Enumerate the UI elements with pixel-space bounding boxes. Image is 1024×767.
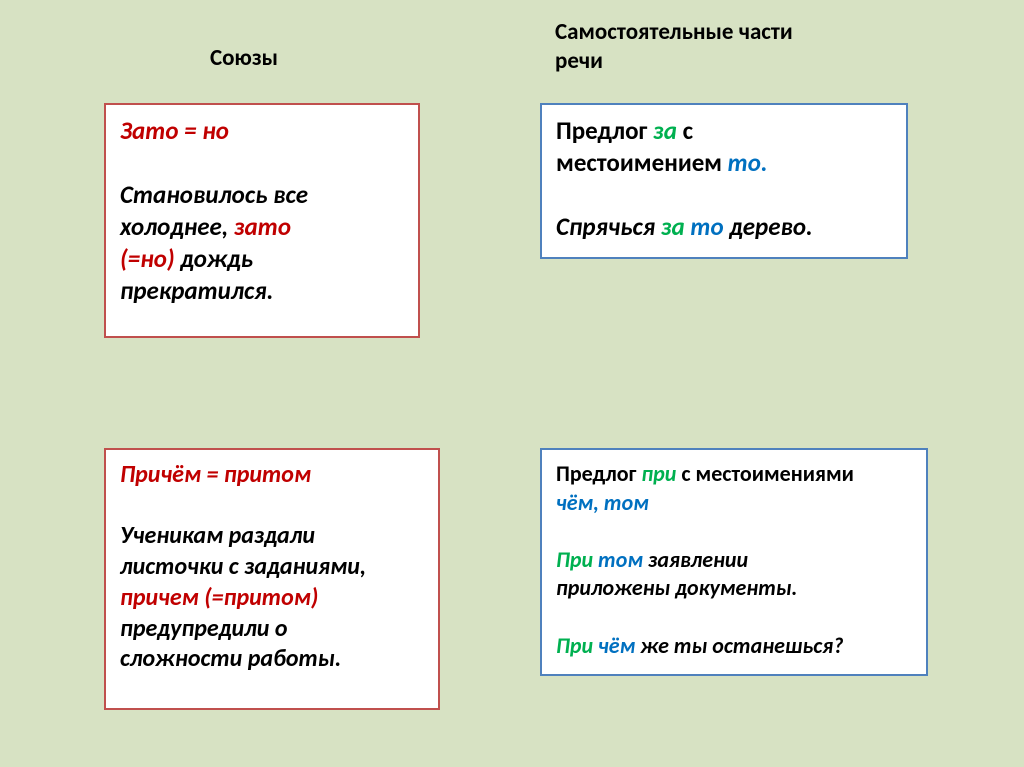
heading-left: Союзы <box>210 44 278 72</box>
text-span: заявлении <box>648 546 748 573</box>
box-conjunction-prichem: Причём = притом Ученикам раздали листочки… <box>104 448 440 710</box>
text-span: том <box>598 546 648 573</box>
text-span: то <box>690 211 729 242</box>
text-span: дождь <box>175 243 253 274</box>
text-span: с местоимениями <box>681 460 854 487</box>
heading-right-line1: Самостоятельные части <box>555 18 793 46</box>
text-span: Становилось все <box>120 179 308 210</box>
heading-right-line2: речи <box>555 47 603 75</box>
heading-left-text: Союзы <box>210 44 278 72</box>
text-span: за <box>653 115 683 146</box>
heading-right: Самостоятельные части речи <box>555 18 793 76</box>
text-span: сложности работы. <box>120 644 341 673</box>
text-span: приложены документы. <box>556 574 797 601</box>
text-span: предупредили о <box>120 614 288 643</box>
text-span: же ты останешься? <box>640 632 843 659</box>
box-content: Зато = ноСтановилось все холоднее, зато … <box>120 115 404 307</box>
text-span: При <box>556 632 598 659</box>
text-span: за <box>661 211 691 242</box>
box-content: Предлог при с местоимениями чём, томПри … <box>556 460 912 660</box>
text-span: с <box>683 115 693 146</box>
text-span: холоднее, <box>120 211 234 242</box>
box-preposition-pri-chem-tom: Предлог при с местоимениями чём, томПри … <box>540 448 928 676</box>
text-span: причем (=притом) <box>120 583 318 612</box>
text-span: листочки с заданиями, <box>120 552 366 581</box>
text-span: Предлог <box>556 115 653 146</box>
text-span: При <box>556 546 598 573</box>
text-span: Спрячься <box>556 211 661 242</box>
text-span: то. <box>728 147 768 178</box>
text-span: дерево. <box>729 211 812 242</box>
box-content: Предлог за с местоимением то. Спрячься за… <box>556 115 892 243</box>
text-span: Предлог <box>556 460 641 487</box>
text-span: местоимением <box>556 147 728 178</box>
text-span: Зато = но <box>120 115 229 146</box>
text-span: чём, том <box>556 489 649 516</box>
text-span: Причём = притом <box>120 460 311 489</box>
box-conjunction-zato: Зато = ноСтановилось все холоднее, зато … <box>104 103 420 338</box>
text-span: Ученикам раздали <box>120 521 315 550</box>
box-preposition-za-to: Предлог за с местоимением то. Спрячься за… <box>540 103 908 259</box>
box-content: Причём = притом Ученикам раздали листочки… <box>120 460 424 675</box>
text-span: зато <box>234 211 291 242</box>
text-span: чём <box>598 632 640 659</box>
text-span: при <box>641 460 681 487</box>
text-span: прекратился. <box>120 275 273 306</box>
text-span: (=но) <box>120 243 175 274</box>
slide-root: Союзы Самостоятельные части речи Зато = … <box>0 0 1024 767</box>
